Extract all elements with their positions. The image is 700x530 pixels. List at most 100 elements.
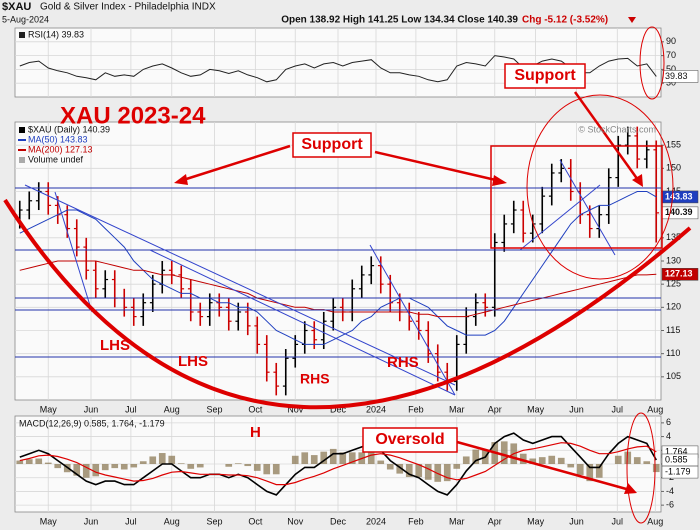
y-tick-label: 110 (666, 348, 680, 358)
histogram-bar (548, 455, 556, 464)
histogram-bar (557, 457, 565, 464)
arrow (456, 440, 631, 492)
histogram-bar (35, 458, 43, 464)
value-tag-label: 0.585 (665, 454, 688, 464)
value-tag (661, 268, 699, 281)
x-tick-label: Jun (569, 516, 584, 526)
histogram-bar (301, 452, 309, 464)
y-tick-label: 125 (666, 279, 681, 289)
y-tick-label: 6 (666, 417, 671, 427)
x-tick-label: Dec (330, 404, 347, 414)
trend-line (54, 191, 93, 313)
x-tick-label: Feb (408, 404, 424, 414)
arrow (573, 91, 640, 181)
x-tick-label: Apr (488, 404, 502, 414)
legend-swatch (19, 157, 25, 163)
title: Gold & Silver Index - Philadelphia INDX (40, 2, 216, 13)
label-box (504, 63, 586, 89)
histogram-bar (158, 453, 166, 464)
histogram-bar (139, 461, 147, 464)
legend-label: RSI(14) 39.83 (28, 29, 84, 39)
histogram-bar (567, 464, 575, 468)
histogram-bar (348, 452, 356, 464)
value-tag-label: 140.39 (665, 207, 693, 217)
annotation: XAU 2023-24 (60, 102, 206, 129)
histogram-bar (92, 464, 100, 477)
histogram-bar (633, 457, 641, 464)
histogram-bar (453, 464, 461, 469)
x-tick-label: 2024 (366, 516, 386, 526)
annotation: Support (301, 136, 363, 153)
histogram-bar (244, 464, 252, 467)
arrow-head (174, 174, 188, 185)
histogram-bar (253, 464, 261, 471)
histogram-bar (272, 464, 280, 475)
arrow-heads (174, 174, 643, 494)
y-tick-label: 120 (666, 302, 681, 312)
label-box (292, 132, 372, 158)
y-tick-label: -4 (666, 486, 674, 496)
x-tick-label: Oct (248, 404, 263, 414)
histogram-bar (339, 452, 347, 464)
histogram-bar (234, 463, 242, 464)
x-tick-label: Jun (84, 516, 99, 526)
histogram-bar (424, 464, 432, 480)
y-tick-label: 130 (666, 255, 681, 265)
histogram-bar (54, 464, 62, 469)
y-tick-label: 155 (666, 140, 681, 150)
x-tick-label: 2024 (366, 404, 386, 414)
histogram-bar (472, 449, 480, 464)
histogram-bar (120, 464, 128, 470)
x-tick-label: Jun (84, 404, 99, 414)
histogram-bar (519, 453, 527, 464)
histogram-bar (130, 464, 138, 468)
legend-label: MA(200) 127.13 (28, 144, 93, 154)
legend-swatch (19, 32, 25, 38)
y-tick-label: 50 (666, 64, 676, 74)
annotation: LHS (178, 353, 208, 370)
circle (626, 412, 656, 524)
line (19, 442, 657, 486)
value-tag-label: 1.764 (665, 446, 688, 456)
value-tag-label: 127.13 (665, 269, 693, 279)
histogram-bar (25, 459, 33, 464)
histogram-bar (367, 452, 375, 464)
x-tick-label: Dec (330, 516, 347, 526)
annotation: RHS (300, 371, 330, 387)
histogram-bar (386, 464, 394, 470)
histogram-bar (149, 456, 157, 464)
value-tag-label: -1.179 (665, 466, 691, 476)
cup-curve (3, 198, 692, 410)
histogram-bar (101, 464, 109, 471)
arrow-head (624, 483, 637, 494)
arrow (374, 150, 501, 183)
trend-line (369, 244, 456, 396)
overlays (3, 26, 692, 524)
legend-swatch (19, 127, 25, 133)
value-tag-label: 39.83 (665, 71, 688, 81)
annotation: LHS (100, 337, 130, 354)
histogram-bar (177, 463, 185, 464)
histogram-bar (614, 455, 622, 464)
annotation: Oversold (375, 431, 444, 448)
histogram-bar (529, 458, 537, 464)
histogram-bar (652, 464, 660, 473)
histogram-bar (396, 464, 404, 474)
y-tick-label: 150 (666, 163, 681, 173)
y-tick-label: -6 (666, 500, 674, 510)
change: Chg -5.12 (-3.52%) (522, 15, 608, 26)
label-box (362, 427, 458, 453)
watermark: © StockCharts.com (578, 124, 656, 134)
histogram-bar (405, 464, 413, 478)
x-tick-label: Nov (287, 516, 304, 526)
x-tick-label: May (527, 516, 545, 526)
x-tick-label: May (40, 404, 58, 414)
histogram-bar (225, 464, 233, 467)
line (19, 260, 657, 318)
histogram-bar (329, 448, 337, 464)
down-triangle (628, 17, 636, 23)
legend-label: MA(50) 143.83 (28, 134, 88, 144)
annotation: Support (514, 67, 576, 84)
